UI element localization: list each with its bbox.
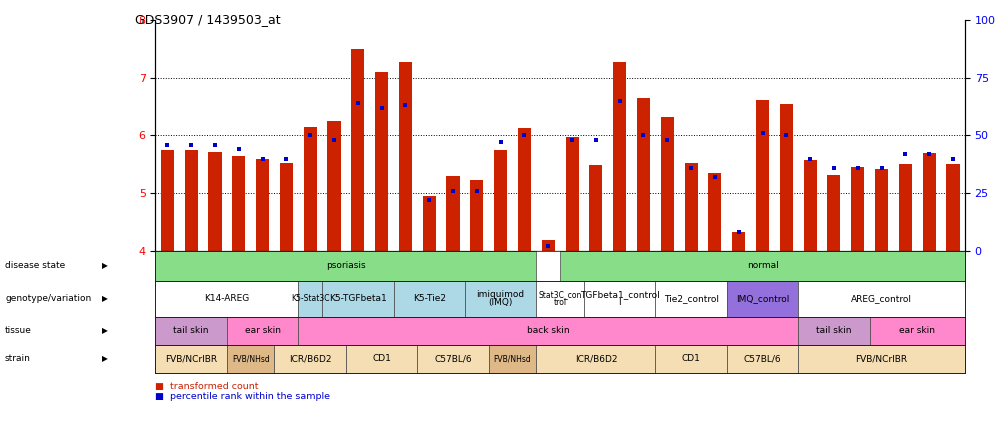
Text: FVB/NCrIBR: FVB/NCrIBR	[855, 354, 907, 363]
Text: normal: normal	[745, 262, 778, 270]
Bar	[488, 345, 536, 373]
Bar	[541, 241, 554, 251]
Bar	[660, 117, 673, 251]
Bar	[393, 281, 465, 317]
Bar	[232, 156, 245, 251]
Bar	[280, 163, 293, 251]
Text: ▶: ▶	[102, 354, 108, 363]
Bar	[536, 281, 583, 317]
Bar	[779, 104, 793, 251]
Bar	[654, 281, 726, 317]
Bar	[589, 166, 602, 251]
Bar	[898, 164, 911, 251]
Text: C57BL/6: C57BL/6	[742, 354, 781, 363]
Bar	[946, 164, 959, 251]
Bar	[803, 160, 816, 251]
Text: FVB/NHsd: FVB/NHsd	[493, 354, 531, 363]
Text: strain: strain	[5, 354, 31, 363]
Bar	[226, 345, 275, 373]
Bar	[256, 159, 269, 251]
Bar	[707, 173, 720, 251]
Bar	[798, 345, 964, 373]
Text: AREG_control: AREG_control	[851, 294, 911, 303]
Text: imiquimod
(IMQ): imiquimod (IMQ)	[476, 290, 524, 307]
Text: Stat3C_con
trol: Stat3C_con trol	[538, 290, 581, 307]
Bar	[184, 150, 197, 251]
Bar	[226, 317, 298, 345]
Bar	[298, 317, 798, 345]
Bar	[583, 281, 654, 317]
Text: tail skin: tail skin	[816, 326, 851, 335]
Text: FVB/NCrIBR: FVB/NCrIBR	[165, 354, 217, 363]
Text: ■  percentile rank within the sample: ■ percentile rank within the sample	[155, 392, 330, 401]
Text: tail skin: tail skin	[173, 326, 208, 335]
Bar	[298, 281, 322, 317]
Bar	[322, 281, 393, 317]
Text: ■  transformed count: ■ transformed count	[155, 382, 259, 391]
Text: ear skin: ear skin	[899, 326, 934, 335]
Bar	[494, 150, 507, 251]
Bar	[155, 317, 226, 345]
Bar	[155, 251, 536, 281]
Text: psoriasis: psoriasis	[326, 262, 366, 270]
Bar	[517, 128, 530, 251]
Bar	[612, 62, 625, 251]
Bar	[465, 281, 536, 317]
Bar	[636, 98, 649, 251]
Bar	[346, 345, 417, 373]
Bar	[399, 62, 412, 251]
Bar	[536, 345, 654, 373]
Text: CD1: CD1	[372, 354, 391, 363]
Text: K14-AREG: K14-AREG	[204, 294, 249, 303]
Text: K5-Stat3C: K5-Stat3C	[291, 294, 329, 303]
Bar	[726, 281, 798, 317]
Text: ICR/B6D2: ICR/B6D2	[289, 354, 331, 363]
Text: FVB/NHsd: FVB/NHsd	[231, 354, 270, 363]
Text: K5-TGFbeta1: K5-TGFbeta1	[329, 294, 387, 303]
Bar	[155, 345, 226, 373]
Bar	[155, 281, 298, 317]
Bar	[304, 127, 317, 251]
Text: K5-Tie2: K5-Tie2	[413, 294, 445, 303]
Bar	[470, 180, 483, 251]
Text: ICR/B6D2: ICR/B6D2	[574, 354, 616, 363]
Text: C57BL/6: C57BL/6	[434, 354, 471, 363]
Text: GDS3907 / 1439503_at: GDS3907 / 1439503_at	[135, 13, 281, 26]
Bar	[565, 137, 578, 251]
Text: TGFbeta1_control
l: TGFbeta1_control l	[579, 290, 659, 307]
Text: disease state: disease state	[5, 262, 65, 270]
Bar	[827, 174, 840, 251]
Bar	[208, 151, 221, 251]
Bar	[160, 150, 173, 251]
Bar	[874, 169, 887, 251]
Bar	[798, 281, 964, 317]
Text: genotype/variation: genotype/variation	[5, 294, 91, 303]
Bar	[559, 251, 964, 281]
Bar	[422, 196, 435, 251]
Bar	[446, 176, 459, 251]
Bar	[654, 345, 726, 373]
Bar	[417, 345, 488, 373]
Text: ▶: ▶	[102, 262, 108, 270]
Bar	[327, 121, 341, 251]
Text: tissue: tissue	[5, 326, 32, 335]
Bar	[851, 167, 864, 251]
Bar	[798, 317, 869, 345]
Text: CD1: CD1	[681, 354, 699, 363]
Bar	[756, 99, 769, 251]
Text: Tie2_control: Tie2_control	[663, 294, 717, 303]
Bar	[375, 72, 388, 251]
Text: IMQ_control: IMQ_control	[735, 294, 789, 303]
Text: ▶: ▶	[102, 326, 108, 335]
Text: ear skin: ear skin	[244, 326, 281, 335]
Bar	[922, 153, 935, 251]
Bar	[684, 163, 697, 251]
Text: ▶: ▶	[102, 294, 108, 303]
Bar	[275, 345, 346, 373]
Bar	[351, 49, 364, 251]
Bar	[726, 345, 798, 373]
Bar	[731, 232, 744, 251]
Bar	[869, 317, 964, 345]
Text: back skin: back skin	[526, 326, 569, 335]
